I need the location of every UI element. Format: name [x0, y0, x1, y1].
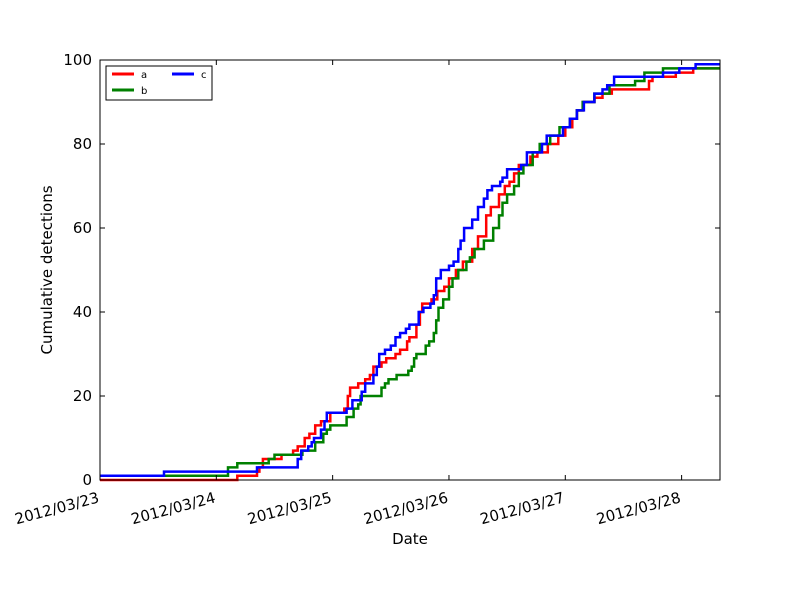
x-tick-label: 2012/03/24: [129, 488, 217, 528]
series-layer: [100, 62, 720, 482]
y-axis-label: Cumulative detections: [38, 185, 56, 354]
y-tick-label: 20: [73, 387, 92, 405]
y-tick-label: 100: [63, 51, 92, 69]
y-tick-label: 0: [82, 471, 92, 489]
x-tick-label: 2012/03/26: [362, 488, 450, 528]
y-tick-label: 40: [73, 303, 92, 321]
legend-box: [105, 65, 213, 101]
legend: a b c: [105, 65, 213, 101]
x-tick-label: 2012/03/28: [594, 488, 682, 528]
legend-label-b: b: [141, 86, 147, 97]
legend-label-a: a: [141, 70, 147, 81]
y-axis-ticks: 0 20 40 60 80 100: [63, 51, 720, 489]
series-line-b: [100, 67, 720, 478]
y-tick-label: 80: [73, 135, 92, 153]
y-tick-label: 60: [73, 219, 92, 237]
series-line-c: [100, 62, 720, 478]
x-axis-label: Date: [392, 530, 428, 548]
x-tick-label: 2012/03/25: [245, 488, 333, 528]
x-tick-label: 2012/03/27: [478, 488, 566, 528]
plot-area: [100, 60, 720, 480]
x-tick-label: 2012/03/23: [13, 488, 101, 528]
plot-frame: [99, 59, 721, 481]
legend-label-c: c: [201, 70, 207, 81]
